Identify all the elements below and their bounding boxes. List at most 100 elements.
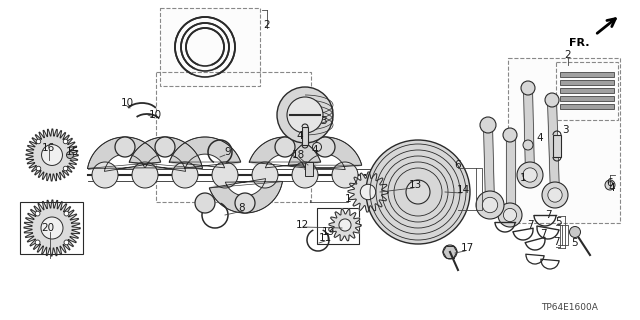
Circle shape [366, 140, 470, 244]
Polygon shape [129, 137, 202, 172]
Bar [305, 162, 313, 176]
Circle shape [63, 166, 68, 171]
Text: 6: 6 [454, 160, 461, 170]
Circle shape [498, 203, 522, 227]
Polygon shape [329, 209, 361, 241]
Circle shape [570, 227, 580, 237]
Bar [302, 127, 308, 145]
Bar [556, 62, 618, 120]
Circle shape [523, 168, 537, 182]
Circle shape [483, 197, 498, 213]
Circle shape [312, 142, 321, 151]
Circle shape [360, 184, 376, 200]
Circle shape [339, 219, 351, 231]
Text: 18: 18 [291, 150, 305, 160]
Text: 10: 10 [120, 98, 134, 108]
Text: 20: 20 [42, 223, 54, 233]
Bar [560, 104, 614, 109]
Circle shape [292, 162, 318, 188]
Circle shape [195, 193, 215, 213]
Text: 17: 17 [460, 243, 474, 253]
Bar [20, 202, 83, 254]
Circle shape [36, 139, 41, 144]
Text: 14: 14 [456, 185, 470, 195]
Polygon shape [88, 137, 161, 172]
Text: TP64E1600A: TP64E1600A [541, 303, 598, 313]
Bar [160, 8, 260, 86]
Bar [560, 88, 614, 93]
Bar [508, 58, 620, 223]
Text: 9: 9 [225, 147, 231, 157]
Bar [317, 208, 359, 244]
Polygon shape [209, 179, 282, 213]
Text: 4: 4 [537, 133, 543, 143]
Bar [560, 80, 614, 85]
Polygon shape [348, 172, 388, 212]
Text: 12: 12 [296, 220, 308, 230]
Bar [156, 72, 311, 202]
Text: 7: 7 [527, 220, 533, 230]
Text: 7: 7 [540, 229, 547, 239]
Text: 3: 3 [562, 125, 568, 135]
Circle shape [35, 211, 40, 216]
Circle shape [605, 180, 615, 190]
Circle shape [64, 211, 69, 216]
Circle shape [545, 93, 559, 107]
Polygon shape [547, 100, 559, 195]
Text: 3: 3 [320, 116, 326, 126]
Polygon shape [250, 137, 321, 168]
Circle shape [277, 87, 333, 143]
Circle shape [63, 139, 68, 144]
Circle shape [41, 217, 63, 239]
Circle shape [548, 188, 562, 202]
Bar [560, 96, 614, 101]
Circle shape [252, 162, 278, 188]
Circle shape [523, 140, 533, 150]
Circle shape [36, 166, 41, 171]
Circle shape [235, 193, 255, 213]
Polygon shape [170, 137, 241, 168]
Circle shape [315, 137, 335, 157]
Text: 4: 4 [297, 131, 303, 141]
Polygon shape [288, 137, 362, 170]
Text: 2: 2 [564, 50, 572, 60]
Text: 7: 7 [545, 210, 551, 220]
Circle shape [172, 162, 198, 188]
Circle shape [287, 97, 323, 133]
Text: FR.: FR. [570, 38, 590, 48]
Polygon shape [483, 125, 495, 205]
Text: 4: 4 [609, 183, 615, 193]
Circle shape [443, 245, 457, 259]
Circle shape [115, 137, 135, 157]
Polygon shape [26, 129, 78, 181]
Circle shape [332, 162, 358, 188]
Circle shape [35, 240, 40, 245]
Text: 13: 13 [408, 180, 422, 190]
Text: 11: 11 [318, 233, 332, 243]
Text: 10: 10 [148, 110, 161, 120]
Text: 7: 7 [553, 237, 559, 247]
Polygon shape [24, 200, 80, 256]
Circle shape [517, 162, 543, 188]
Circle shape [503, 128, 517, 142]
Circle shape [406, 180, 430, 204]
Bar [560, 72, 614, 77]
Circle shape [521, 81, 535, 95]
Text: 4: 4 [312, 145, 318, 155]
Text: 5: 5 [571, 238, 577, 248]
Circle shape [212, 162, 238, 188]
Text: 19: 19 [321, 227, 335, 237]
Circle shape [92, 162, 118, 188]
Circle shape [504, 208, 516, 221]
Text: 1: 1 [345, 194, 351, 204]
Circle shape [67, 151, 74, 158]
Text: 6: 6 [607, 178, 613, 188]
Circle shape [480, 117, 496, 133]
Circle shape [476, 191, 504, 219]
Text: 1: 1 [520, 173, 526, 183]
Circle shape [64, 240, 69, 245]
Circle shape [42, 145, 63, 165]
Bar [553, 135, 561, 157]
Circle shape [275, 137, 295, 157]
Text: 8: 8 [239, 203, 245, 213]
